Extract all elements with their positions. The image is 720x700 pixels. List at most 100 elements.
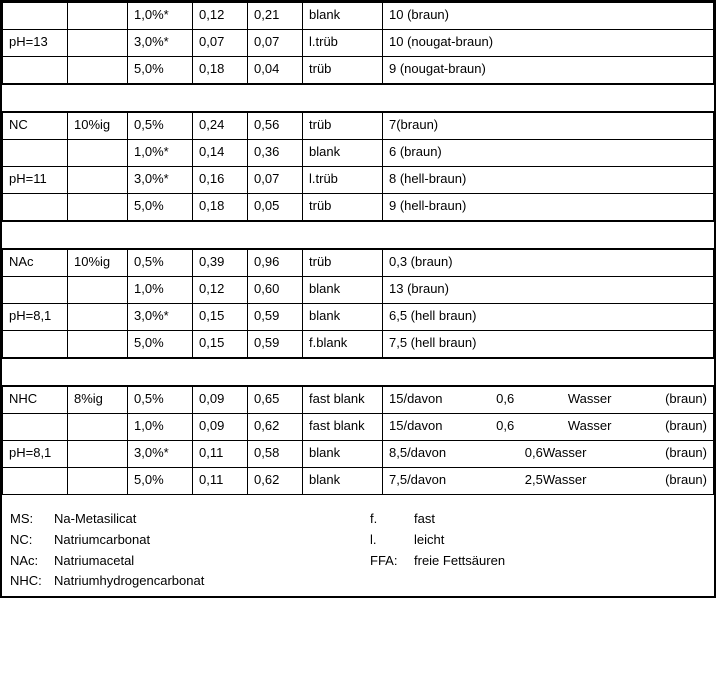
legend-abbr: MS: — [10, 509, 54, 530]
table-cell: 0,5% — [128, 112, 193, 140]
table-cell: trüb — [303, 249, 383, 277]
table-cell: trüb — [303, 112, 383, 140]
table-cell: trüb — [303, 57, 383, 85]
group-spacer — [3, 221, 714, 249]
legend-def: Natriumhydrogencarbonat — [54, 571, 204, 592]
table-row: 5,0%0,180,04trüb9 (nougat-braun) — [3, 57, 714, 85]
legend-def: leicht — [414, 530, 444, 551]
table-cell: blank — [303, 304, 383, 331]
table-row: NAc10%ig0,5%0,390,96trüb0,3 (braun) — [3, 249, 714, 277]
table-cell: 0,14 — [193, 140, 248, 167]
table-cell: 0,56 — [248, 112, 303, 140]
table-cell: 0,24 — [193, 112, 248, 140]
table-cell: blank — [303, 441, 383, 468]
table-cell: blank — [303, 140, 383, 167]
table-cell: 7,5/davon 2,5Wasser (braun) — [383, 468, 714, 495]
table-cell: fast blank — [303, 386, 383, 414]
table-cell: 1,0%* — [128, 3, 193, 30]
table-cell: 1,0%* — [128, 140, 193, 167]
table-cell — [68, 304, 128, 331]
table-cell: 8 (hell-braun) — [383, 167, 714, 194]
table-cell: 13 (braun) — [383, 277, 714, 304]
table-row: NHC8%ig0,5%0,090,65fast blank15/davon 0,… — [3, 386, 714, 414]
legend-def: Natriumacetal — [54, 551, 134, 572]
table-cell: 9 (hell-braun) — [383, 194, 714, 222]
table-cell: 0,58 — [248, 441, 303, 468]
table-cell: 0,62 — [248, 414, 303, 441]
table-cell: NC — [3, 112, 68, 140]
table-cell: 9 (nougat-braun) — [383, 57, 714, 85]
table-cell: 5,0% — [128, 57, 193, 85]
table-cell: 0,09 — [193, 414, 248, 441]
table-cell: 7,5 (hell braun) — [383, 331, 714, 359]
legend-def: fast — [414, 509, 435, 530]
table-cell: NHC — [3, 386, 68, 414]
table-cell: 3,0%* — [128, 167, 193, 194]
table-cell — [3, 414, 68, 441]
table-cell — [3, 468, 68, 495]
table-cell: fast blank — [303, 414, 383, 441]
table-cell: 0,05 — [248, 194, 303, 222]
table-cell — [68, 441, 128, 468]
table-cell: 0,12 — [193, 277, 248, 304]
table-row: 1,0%*0,120,21blank10 (braun) — [3, 3, 714, 30]
table-cell: 10 (nougat-braun) — [383, 30, 714, 57]
legend-def: freie Fettsäuren — [414, 551, 505, 572]
table-cell: pH=8,1 — [3, 441, 68, 468]
table-cell: 0,3 (braun) — [383, 249, 714, 277]
table-cell: 1,0% — [128, 414, 193, 441]
table-cell: trüb — [303, 194, 383, 222]
legend-abbr: l. — [370, 530, 414, 551]
table-cell: 0,65 — [248, 386, 303, 414]
table-cell: 6 (braun) — [383, 140, 714, 167]
table-cell: 0,16 — [193, 167, 248, 194]
table-cell: 0,21 — [248, 3, 303, 30]
table-cell: 0,59 — [248, 304, 303, 331]
legend-abbr: f. — [370, 509, 414, 530]
table-cell: 10 (braun) — [383, 3, 714, 30]
legend-row: MS:Na-Metasilicat f.fast — [10, 509, 706, 530]
table-cell: 0,36 — [248, 140, 303, 167]
group-spacer — [3, 358, 714, 386]
table-cell — [68, 167, 128, 194]
table-cell: 3,0%* — [128, 304, 193, 331]
table-cell: 8,5/davon 0,6Wasser (braun) — [383, 441, 714, 468]
table-cell — [3, 277, 68, 304]
table-cell — [3, 140, 68, 167]
table-cell: 0,96 — [248, 249, 303, 277]
table-cell: 7(braun) — [383, 112, 714, 140]
table-cell: 0,07 — [193, 30, 248, 57]
table-cell — [68, 414, 128, 441]
legend-abbr: FFA: — [370, 551, 414, 572]
table-cell — [68, 468, 128, 495]
legend-row: NHC:Natriumhydrogencarbonat — [10, 571, 706, 592]
table-row: pH=113,0%*0,160,07l.trüb8 (hell-braun) — [3, 167, 714, 194]
table-cell: 3,0%* — [128, 30, 193, 57]
table-cell: f.blank — [303, 331, 383, 359]
table-cell: blank — [303, 3, 383, 30]
table-cell: 10%ig — [68, 249, 128, 277]
table-cell — [3, 331, 68, 359]
table-cell: 0,18 — [193, 57, 248, 85]
legend-def: Na-Metasilicat — [54, 509, 136, 530]
table-cell: 5,0% — [128, 468, 193, 495]
table-cell: 5,0% — [128, 194, 193, 222]
table-row: pH=8,13,0%*0,150,59blank6,5 (hell braun) — [3, 304, 714, 331]
legend-abbr: NC: — [10, 530, 54, 551]
table-cell: NAc — [3, 249, 68, 277]
table-cell — [3, 3, 68, 30]
table-cell: 0,12 — [193, 3, 248, 30]
table-cell: pH=11 — [3, 167, 68, 194]
table-cell — [68, 140, 128, 167]
table-cell: 0,15 — [193, 331, 248, 359]
table-cell: 0,15 — [193, 304, 248, 331]
table-cell: 3,0%* — [128, 441, 193, 468]
table-row: 5,0%0,110,62blank 7,5/davon 2,5Wasser (b… — [3, 468, 714, 495]
table-row: 5,0%0,150,59f.blank7,5 (hell braun) — [3, 331, 714, 359]
table-cell: 10%ig — [68, 112, 128, 140]
table-cell — [68, 194, 128, 222]
table-cell: 0,60 — [248, 277, 303, 304]
legend: MS:Na-Metasilicatf.fastNC:Natriumcarbona… — [2, 495, 714, 596]
table-cell — [3, 194, 68, 222]
table-cell: blank — [303, 277, 383, 304]
